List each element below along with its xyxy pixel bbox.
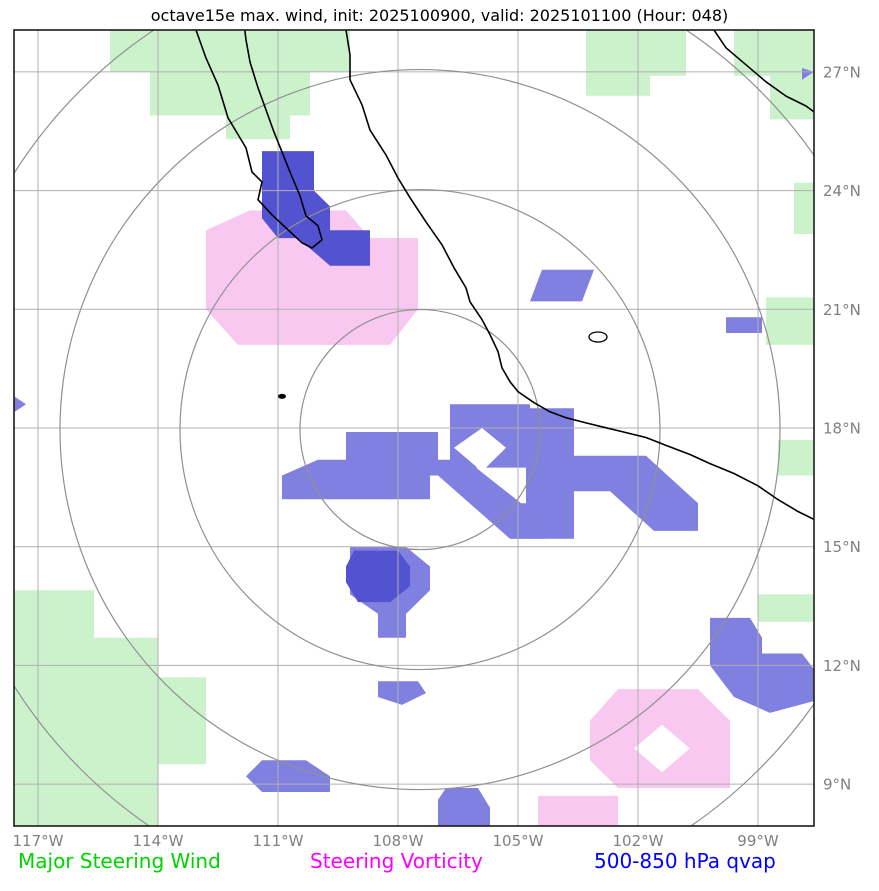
qvap-region-dark bbox=[262, 151, 370, 266]
lon-tick-label: 102°W bbox=[613, 832, 664, 850]
qvap-region bbox=[530, 269, 594, 302]
steering-wind-region bbox=[778, 439, 814, 476]
steering-wind-region bbox=[794, 182, 814, 235]
range-ring bbox=[59, 68, 781, 791]
steering-wind-region bbox=[110, 30, 350, 140]
qvap-region bbox=[346, 432, 438, 476]
lon-tick-label: 114°W bbox=[133, 832, 184, 850]
qvap-region bbox=[14, 396, 26, 413]
coastline-baja-california bbox=[195, 30, 323, 249]
lon-tick-label: 108°W bbox=[373, 832, 424, 850]
lon-tick-label: 111°W bbox=[253, 832, 304, 850]
coastline-gulf-coast bbox=[713, 30, 814, 113]
qvap-region-dark bbox=[346, 550, 410, 603]
qvap-region bbox=[510, 408, 574, 539]
qvap-region bbox=[726, 317, 762, 333]
qvap-region bbox=[438, 788, 490, 826]
steering-wind-region bbox=[586, 30, 686, 96]
vorticity-hole bbox=[634, 724, 690, 773]
lat-tick-label: 24°N bbox=[823, 182, 861, 200]
figure-title: octave15e max. wind, init: 2025100900, v… bbox=[150, 6, 729, 25]
steering-wind-region bbox=[766, 297, 814, 345]
legend: Major Steering Wind Steering Vorticity 5… bbox=[0, 849, 879, 879]
legend-qvap-label: 500-850 hPa qvap bbox=[594, 849, 776, 873]
legend-steering-wind-label: Major Steering Wind bbox=[18, 849, 221, 873]
legend-vorticity-label: Steering Vorticity bbox=[310, 849, 483, 873]
steering-wind-region bbox=[734, 30, 814, 120]
range-ring bbox=[179, 188, 661, 671]
lon-tick-label: 117°W bbox=[13, 832, 64, 850]
qvap-region bbox=[438, 459, 546, 539]
qvap-region bbox=[378, 681, 426, 705]
lon-tick-label: 99°W bbox=[737, 832, 779, 850]
lat-tick-label: 12°N bbox=[823, 657, 861, 675]
lat-tick-label: 18°N bbox=[823, 420, 861, 438]
lake-chapala bbox=[588, 331, 608, 343]
lon-tick-label: 105°W bbox=[493, 832, 544, 850]
qvap-region bbox=[558, 455, 698, 531]
qvap-region bbox=[802, 68, 814, 80]
plot-border bbox=[13, 29, 815, 827]
lat-tick-label: 21°N bbox=[823, 301, 861, 319]
lat-tick-label: 9°N bbox=[823, 776, 851, 794]
lat-tick-label: 27°N bbox=[823, 63, 861, 81]
qvap-hole bbox=[454, 428, 506, 472]
lat-tick-label: 15°N bbox=[823, 538, 861, 556]
range-ring bbox=[299, 308, 541, 551]
vorticity-region bbox=[538, 795, 618, 826]
island-islas-marias bbox=[278, 393, 286, 399]
steering-wind-region bbox=[758, 594, 814, 622]
coastline-mainland-pacific bbox=[345, 30, 814, 521]
